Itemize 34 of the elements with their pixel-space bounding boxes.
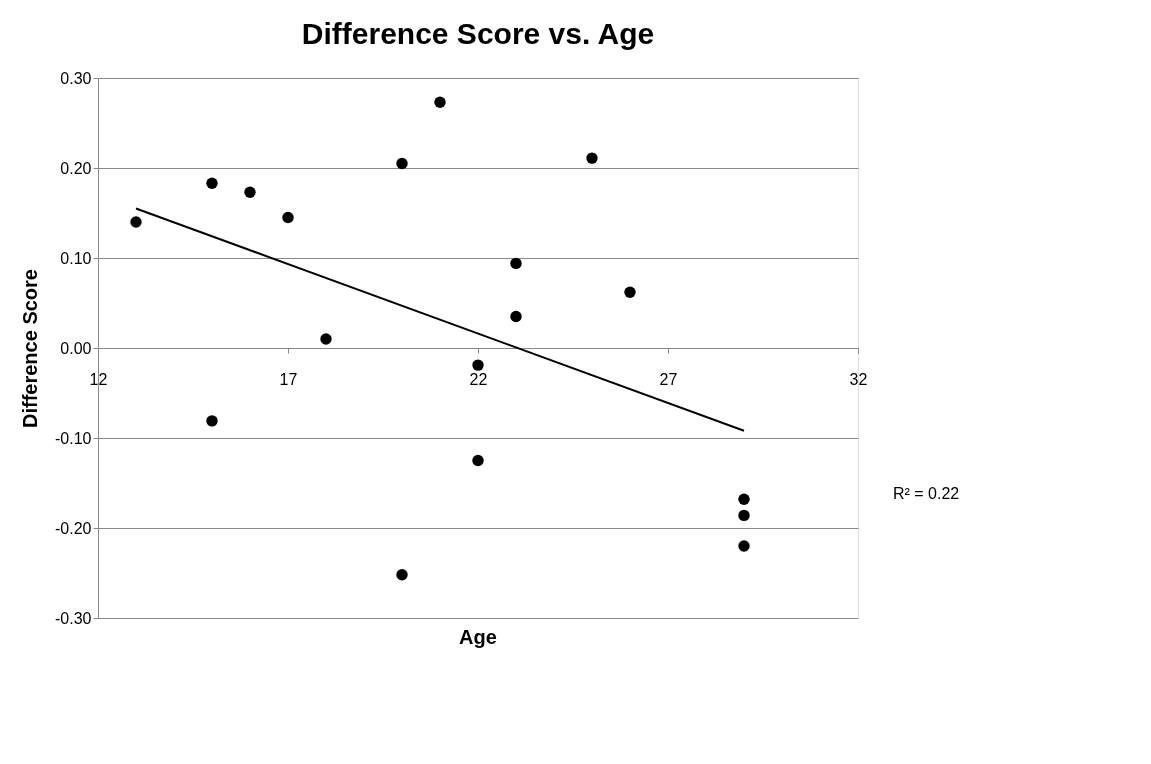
- point: [624, 286, 636, 298]
- y-tick-label: 0.10: [60, 249, 92, 267]
- point: [510, 310, 522, 323]
- point: [586, 152, 598, 164]
- point: [396, 157, 408, 170]
- point: [244, 186, 256, 198]
- point: [738, 493, 750, 505]
- y-tick-label: -0.20: [55, 519, 92, 537]
- x-tick-label: 17: [279, 370, 298, 388]
- point: [738, 509, 750, 522]
- point: [472, 454, 484, 467]
- point: [472, 359, 484, 371]
- x-tick-label: 32: [849, 370, 868, 388]
- point: [130, 216, 142, 228]
- point: [738, 540, 750, 552]
- point: [434, 96, 446, 108]
- point: [206, 415, 218, 427]
- point: [396, 569, 408, 581]
- x-tick-label: 12: [89, 370, 108, 388]
- point: [282, 211, 294, 224]
- y-tick-label: -0.10: [55, 429, 92, 447]
- y-tick-label: 0.30: [60, 69, 92, 87]
- point: [320, 333, 332, 345]
- x-tick-label: 27: [659, 370, 678, 388]
- y-tick-label: 0.00: [60, 339, 92, 357]
- y-axis-title: Difference Score: [19, 269, 42, 428]
- text: R² = 0.22: [893, 484, 960, 502]
- point: [510, 257, 522, 270]
- y-tick-label: 0.20: [60, 159, 92, 177]
- chart-title: Difference Score vs. Age: [301, 17, 655, 50]
- point: [206, 177, 218, 189]
- y-tick-label: -0.30: [55, 609, 92, 627]
- x-tick-label: 22: [469, 370, 488, 388]
- x-axis-title: Age: [459, 626, 497, 648]
